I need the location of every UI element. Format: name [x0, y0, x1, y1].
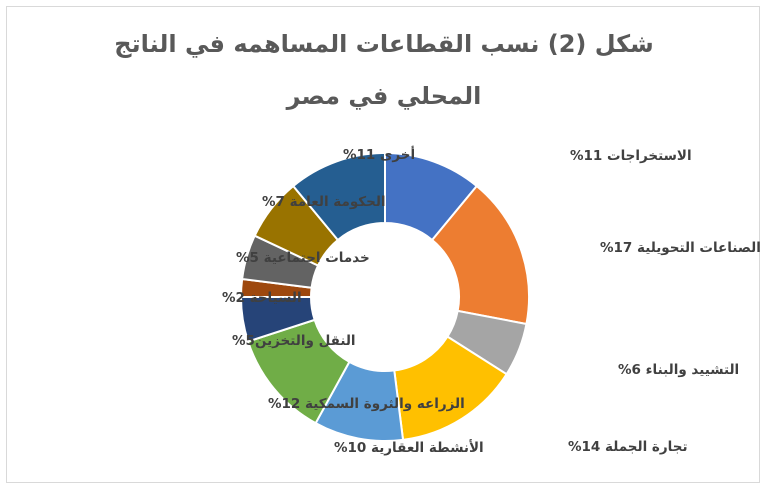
slice-label: الاستخراجات 11% [570, 148, 692, 164]
slice-label: أخرى 11% [343, 146, 415, 163]
slice-label: السياحة 2% [222, 290, 302, 306]
slice-label: النقل والتخزين5% [232, 333, 356, 349]
slice-label: خدمات اجتماعية 5% [236, 250, 370, 266]
donut-slices [239, 151, 530, 442]
slice-label: الأنشطة العقارية 10% [334, 439, 484, 456]
slice-label: الصناعات التحويلية 17% [600, 240, 761, 256]
slice-label: التشييد والبناء 6% [618, 362, 739, 378]
donut-slice [291, 151, 386, 242]
chart-title-line-1: شكل (2) نسب القطاعات المساهمه في الناتج [114, 30, 654, 58]
slice-label: الزراعه والثروة السمكية 12% [268, 396, 465, 412]
chart-title-line-2: المحلي في مصر [286, 82, 482, 110]
slice-label: تجارة الجملة 14% [568, 439, 688, 455]
slice-labels: الاستخراجات 11% الصناعات التحويلية 17% الت… [222, 146, 761, 456]
slice-label: الحكومة العامة 7% [262, 194, 386, 210]
